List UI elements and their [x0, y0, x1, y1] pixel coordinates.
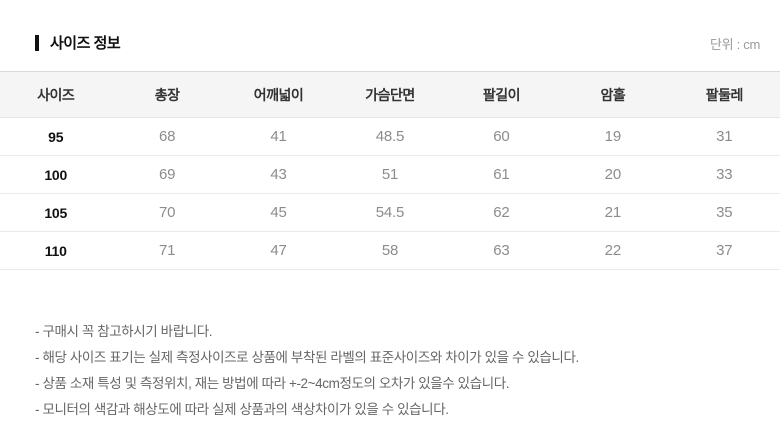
unit-label: 단위 : cm — [710, 37, 760, 52]
value-cell: 35 — [716, 204, 733, 221]
size-table-body: 95 68 41 48.5 60 19 31 100 69 43 51 61 2… — [0, 117, 780, 270]
header-cell-total-length: 총장 — [154, 86, 180, 103]
value-cell: 69 — [158, 166, 176, 183]
value-cell: 48.5 — [375, 128, 405, 145]
notice-list: - 구매시 꼭 참고하시기 바랍니다. - 해당 사이즈 표기는 실제 측정사이… — [35, 319, 760, 423]
section-title-wrap: 사이즈 정보 — [35, 32, 121, 53]
notice-line: - 구매시 꼭 참고하시기 바랍니다. — [35, 324, 213, 339]
size-cell: 105 — [44, 204, 68, 221]
value-cell: 61 — [493, 166, 510, 183]
value-cell: 58 — [381, 242, 399, 259]
table-row-110: 110 71 47 58 63 22 37 — [0, 231, 780, 270]
value-cell: 22 — [604, 242, 621, 259]
value-cell: 45 — [270, 204, 287, 221]
table-row-100: 100 69 43 51 61 20 33 — [0, 155, 780, 194]
size-cell: 100 — [44, 166, 68, 183]
value-cell: 33 — [716, 166, 733, 183]
value-cell: 54.5 — [375, 204, 405, 221]
value-cell: 21 — [604, 204, 621, 221]
value-cell: 62 — [493, 204, 510, 221]
value-cell: 68 — [158, 128, 176, 145]
value-cell: 63 — [493, 242, 510, 259]
value-cell: 43 — [270, 166, 287, 183]
header-cell-armhole: 암홀 — [600, 86, 626, 103]
table-row-95: 95 68 41 48.5 60 19 31 — [0, 117, 780, 156]
size-table: 사이즈 총장 어깨넓이 가슴단면 팔길이 암홀 팔둘레 95 68 41 48.… — [0, 71, 780, 270]
notice-line: - 상품 소재 특성 및 측정위치, 재는 방법에 따라 +-2~4cm정도의 … — [35, 376, 510, 391]
size-table-head: 사이즈 총장 어깨넓이 가슴단면 팔길이 암홀 팔둘레 — [0, 71, 780, 118]
size-cell: 110 — [44, 242, 67, 259]
header-row: 사이즈 총장 어깨넓이 가슴단면 팔길이 암홀 팔둘레 — [0, 71, 780, 118]
value-cell: 70 — [158, 204, 176, 221]
value-cell: 31 — [716, 128, 733, 145]
header-cell-chest: 가슴단면 — [365, 86, 415, 103]
page-title: 사이즈 정보 — [50, 35, 121, 52]
value-cell: 19 — [604, 128, 621, 145]
size-cell: 95 — [48, 128, 64, 145]
table-row-105: 105 70 45 54.5 62 21 35 — [0, 193, 780, 232]
value-cell: 20 — [604, 166, 621, 183]
header-cell-sleeve-length: 팔길이 — [482, 86, 521, 103]
notice-line: - 해당 사이즈 표기는 실제 측정사이즈로 상품에 부착된 라벨의 표준사이즈… — [35, 350, 579, 365]
header-cell-arm-circumference: 팔둘레 — [705, 86, 744, 103]
value-cell: 71 — [158, 242, 176, 259]
title-bar-icon — [35, 34, 39, 51]
header-cell-shoulder: 어깨넓이 — [253, 86, 304, 103]
header-cell-size: 사이즈 — [37, 86, 75, 103]
section-header: 사이즈 정보 단위 : cm — [0, 0, 780, 53]
value-cell: 37 — [716, 242, 733, 259]
value-cell: 41 — [270, 128, 287, 145]
value-cell: 47 — [270, 242, 287, 259]
value-cell: 60 — [493, 128, 510, 145]
value-cell: 51 — [381, 166, 399, 183]
notice-line: - 모니터의 색감과 해상도에 따라 실제 상품과의 색상차이가 있을 수 있습… — [35, 402, 449, 417]
